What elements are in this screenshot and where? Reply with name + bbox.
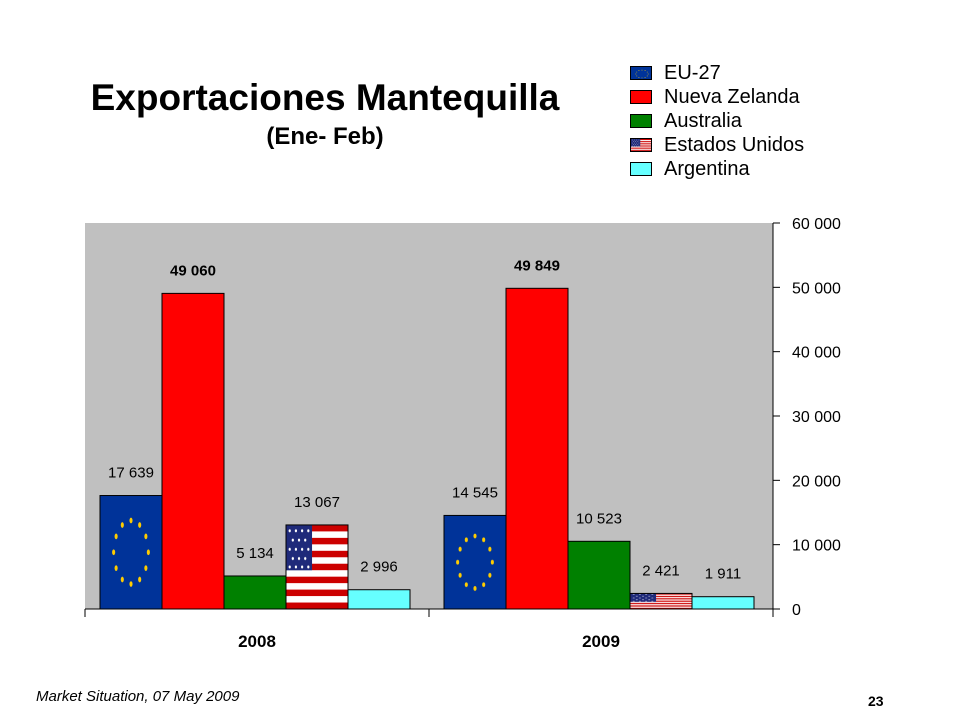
legend-label: Nueva Zelanda [664,86,800,108]
legend-label: Argentina [664,158,750,180]
footer-source: Market Situation, 07 May 2009 [36,688,240,705]
chart-title: Exportaciones Mantequilla [90,77,560,118]
bar-australia-2008 [223,575,287,610]
bar-australia-2009 [567,540,631,610]
bar-eu-27-2008 [99,495,163,610]
y-tick-label: 30 000 [792,409,841,426]
y-tick-label: 0 [792,602,801,619]
data-label-estados-unidos-2009: 2 421 [642,562,680,579]
us-flag-icon [630,138,652,152]
red-swatch-icon [630,90,652,104]
legend-label: EU-27 [664,62,721,84]
data-label-nueva-zelanda-2008: 49 060 [170,262,216,279]
legend-label: Australia [664,110,742,132]
data-label-eu-27-2009: 14 545 [452,484,498,501]
y-tick-label: 50 000 [792,280,841,297]
page-number: 23 [868,693,884,709]
x-tick-label-2009: 2009 [582,632,620,651]
bar-argentina-2009 [691,596,755,610]
data-label-australia-2009: 10 523 [576,510,622,527]
chart-subtitle: (Ene- Feb) [266,123,384,150]
bar-nueva-zelanda-2008 [161,292,225,610]
data-label-australia-2008: 5 134 [236,545,274,562]
data-label-argentina-2008: 2 996 [360,559,398,576]
y-tick-label: 20 000 [792,473,841,490]
bar-estados-unidos-2009 [629,592,693,610]
data-label-nueva-zelanda-2009: 49 849 [514,257,560,274]
legend-label: Estados Unidos [664,134,805,156]
data-label-estados-unidos-2008: 13 067 [294,494,340,511]
bar-estados-unidos-2008 [285,524,349,610]
x-tick-label-2008: 2008 [238,632,276,651]
eu-flag-icon [630,66,652,80]
bar-argentina-2008 [347,589,411,610]
bar-eu-27-2009 [443,514,507,610]
bar-nueva-zelanda-2009 [505,287,569,610]
y-tick-label: 40 000 [792,345,841,362]
y-tick-label: 60 000 [792,216,841,233]
green-swatch-icon [630,114,652,128]
data-label-eu-27-2008: 17 639 [108,465,154,482]
cyan-swatch-icon [630,162,652,176]
data-label-argentina-2009: 1 911 [705,566,741,583]
y-tick-label: 10 000 [792,538,841,555]
